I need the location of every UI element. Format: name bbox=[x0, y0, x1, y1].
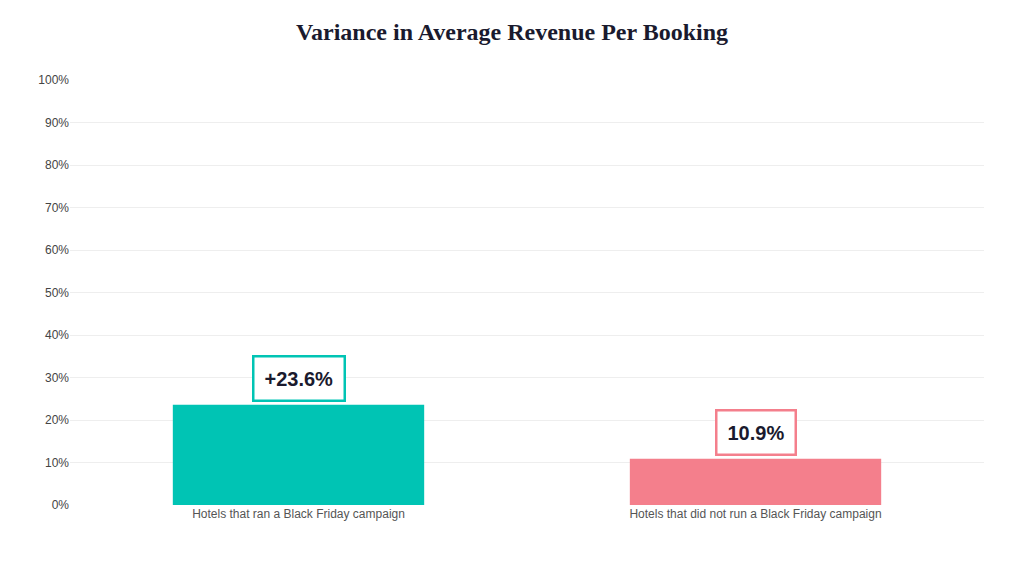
svg-text:Hotels that did not run a Blac: Hotels that did not run a Black Friday c… bbox=[629, 507, 881, 521]
svg-text:0%: 0% bbox=[52, 498, 70, 512]
svg-text:100%: 100% bbox=[38, 73, 69, 87]
svg-text:30%: 30% bbox=[45, 371, 69, 385]
svg-text:20%: 20% bbox=[45, 413, 69, 427]
svg-text:50%: 50% bbox=[45, 286, 69, 300]
svg-text:40%: 40% bbox=[45, 328, 69, 342]
svg-text:70%: 70% bbox=[45, 201, 69, 215]
svg-text:60%: 60% bbox=[45, 243, 69, 257]
svg-text:+23.6%: +23.6% bbox=[265, 368, 334, 390]
svg-text:Hotels that ran a Black Friday: Hotels that ran a Black Friday campaign bbox=[192, 507, 405, 521]
svg-text:Variance in Average Revenue Pe: Variance in Average Revenue Per Booking bbox=[296, 19, 728, 45]
svg-text:10%: 10% bbox=[45, 456, 69, 470]
svg-text:80%: 80% bbox=[45, 158, 69, 172]
svg-text:90%: 90% bbox=[45, 116, 69, 130]
svg-text:10.9%: 10.9% bbox=[728, 422, 785, 444]
